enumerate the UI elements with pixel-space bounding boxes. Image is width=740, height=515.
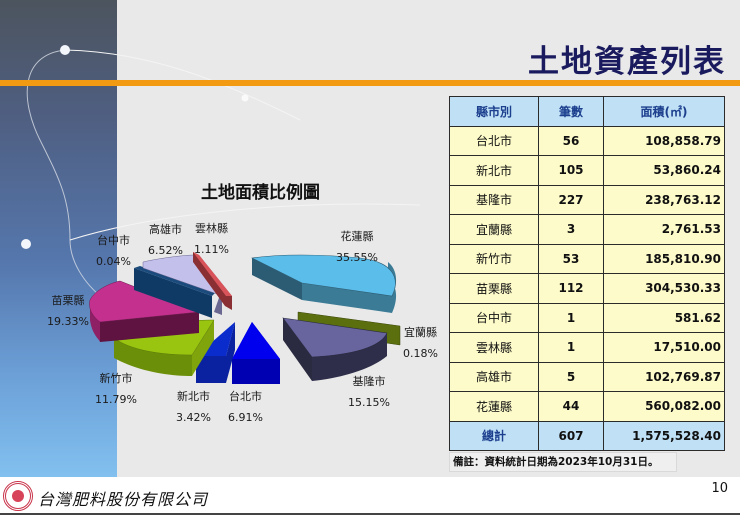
slice-taipei [232,322,280,384]
table-row: 宜蘭縣 3 2,761.53 [449,214,725,245]
table-row: 新竹市 53 185,810.90 [449,243,725,274]
chart-title: 土地面積比例圖 [201,183,320,203]
pie-chart [89,252,401,384]
footer: 台灣肥料股份有限公司 10 [0,477,740,515]
label-kaohsiung: 高雄市 6.52% [148,223,183,257]
land-asset-table: 縣市別 筆數 面積(㎡) 台北市 56 108,858.79 新北市 105 53,86… [449,96,725,451]
slice-miaoli [89,280,200,342]
table-row: 台北市 56 108,858.79 [449,125,725,156]
table-row: 花蓮縣 44 560,082.00 [449,391,725,422]
table-row: 雲林縣 1 17,510.00 [449,332,725,363]
header-area: 面積(㎡) [603,96,725,127]
header-region: 縣市別 [449,96,539,127]
label-taipei: 台北市 6.91% [228,390,263,424]
data-date-note: 備註：資料統計日期為2023年10月31日。 [449,452,677,472]
label-yunlin: 雲林縣 1.11% [194,222,229,256]
table-row: 新北市 105 53,860.24 [449,155,725,186]
table-row: 基隆市 227 238,763.12 [449,184,725,215]
label-miaoli: 苗栗縣 19.33% [47,294,89,328]
table-row: 高雄市 5 102,769.87 [449,361,725,392]
table-total-row: 總計 607 1,575,528.40 [449,420,725,451]
label-keelung: 基隆市 15.15% [348,375,390,409]
table-row: 苗栗縣 112 304,530.33 [449,273,725,304]
label-taichung: 台中市 0.04% [96,234,131,268]
page-title: 土地資產列表 [528,44,726,80]
header-count: 筆數 [538,96,604,127]
slice-yunlin [193,252,232,310]
slice-hualien [251,254,397,313]
slice-taichung [134,266,216,318]
company-name: 台灣肥料股份有限公司 [38,490,209,509]
table-row: 台中市 1 581.62 [449,302,725,333]
table-header-row: 縣市別 筆數 面積(㎡) [449,96,725,127]
label-hualien: 花蓮縣 35.55% [336,230,378,264]
label-hsinchu: 新竹市 11.79% [95,372,137,406]
slice-keelung [282,317,388,381]
label-new-taipei: 新北市 3.42% [176,390,211,424]
company-logo-icon [3,481,33,511]
page-number: 10 [711,481,728,496]
accent-bar [0,80,740,86]
label-yilan: 宜蘭縣 0.18% [403,326,438,360]
